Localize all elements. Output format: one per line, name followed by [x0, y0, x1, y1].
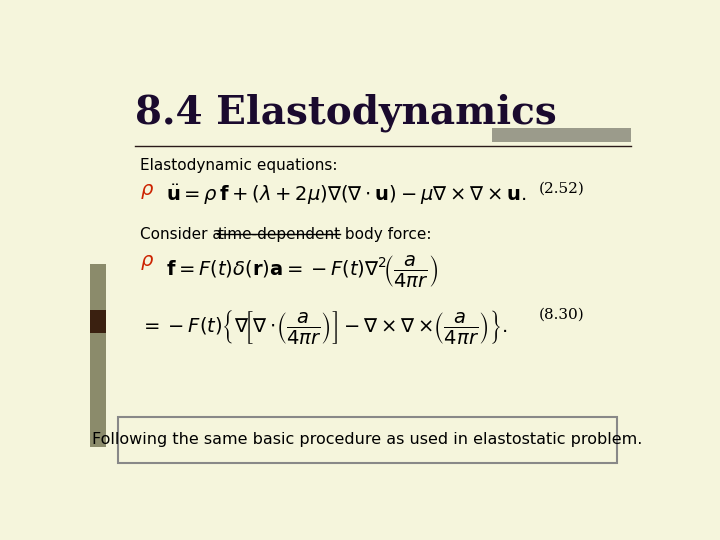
Text: Consider a: Consider a — [140, 227, 227, 242]
FancyBboxPatch shape — [90, 310, 106, 333]
Text: time-dependent: time-dependent — [217, 227, 341, 242]
Text: $\mathbf{f} = F(t)\delta(\mathbf{r})\mathbf{a} = -F(t)\nabla^2\!\left(\dfrac{a}{: $\mathbf{f} = F(t)\delta(\mathbf{r})\mat… — [166, 253, 438, 289]
FancyBboxPatch shape — [90, 265, 106, 447]
Text: body force:: body force: — [340, 227, 431, 242]
Text: $\rho$: $\rho$ — [140, 253, 154, 272]
Text: $= -F(t)\left\{\nabla\!\left[\nabla\cdot\!\left(\dfrac{a}{4\pi r}\right)\right] : $= -F(t)\left\{\nabla\!\left[\nabla\cdot… — [140, 308, 508, 346]
FancyBboxPatch shape — [118, 416, 617, 463]
Text: (8.30): (8.30) — [539, 308, 585, 322]
Text: 8.4 Elastodynamics: 8.4 Elastodynamics — [135, 94, 557, 132]
Text: $\ddot{\mathbf{u}} = \rho\,\mathbf{f} + (\lambda+2\mu)\nabla(\nabla\cdot\mathbf{: $\ddot{\mathbf{u}} = \rho\,\mathbf{f} + … — [166, 182, 526, 207]
FancyBboxPatch shape — [492, 129, 631, 141]
Text: Following the same basic procedure as used in elastostatic problem.: Following the same basic procedure as us… — [92, 433, 642, 447]
Text: (2.52): (2.52) — [539, 182, 585, 196]
Text: $\rho$: $\rho$ — [140, 182, 154, 201]
Text: Elastodynamic equations:: Elastodynamic equations: — [140, 158, 338, 173]
